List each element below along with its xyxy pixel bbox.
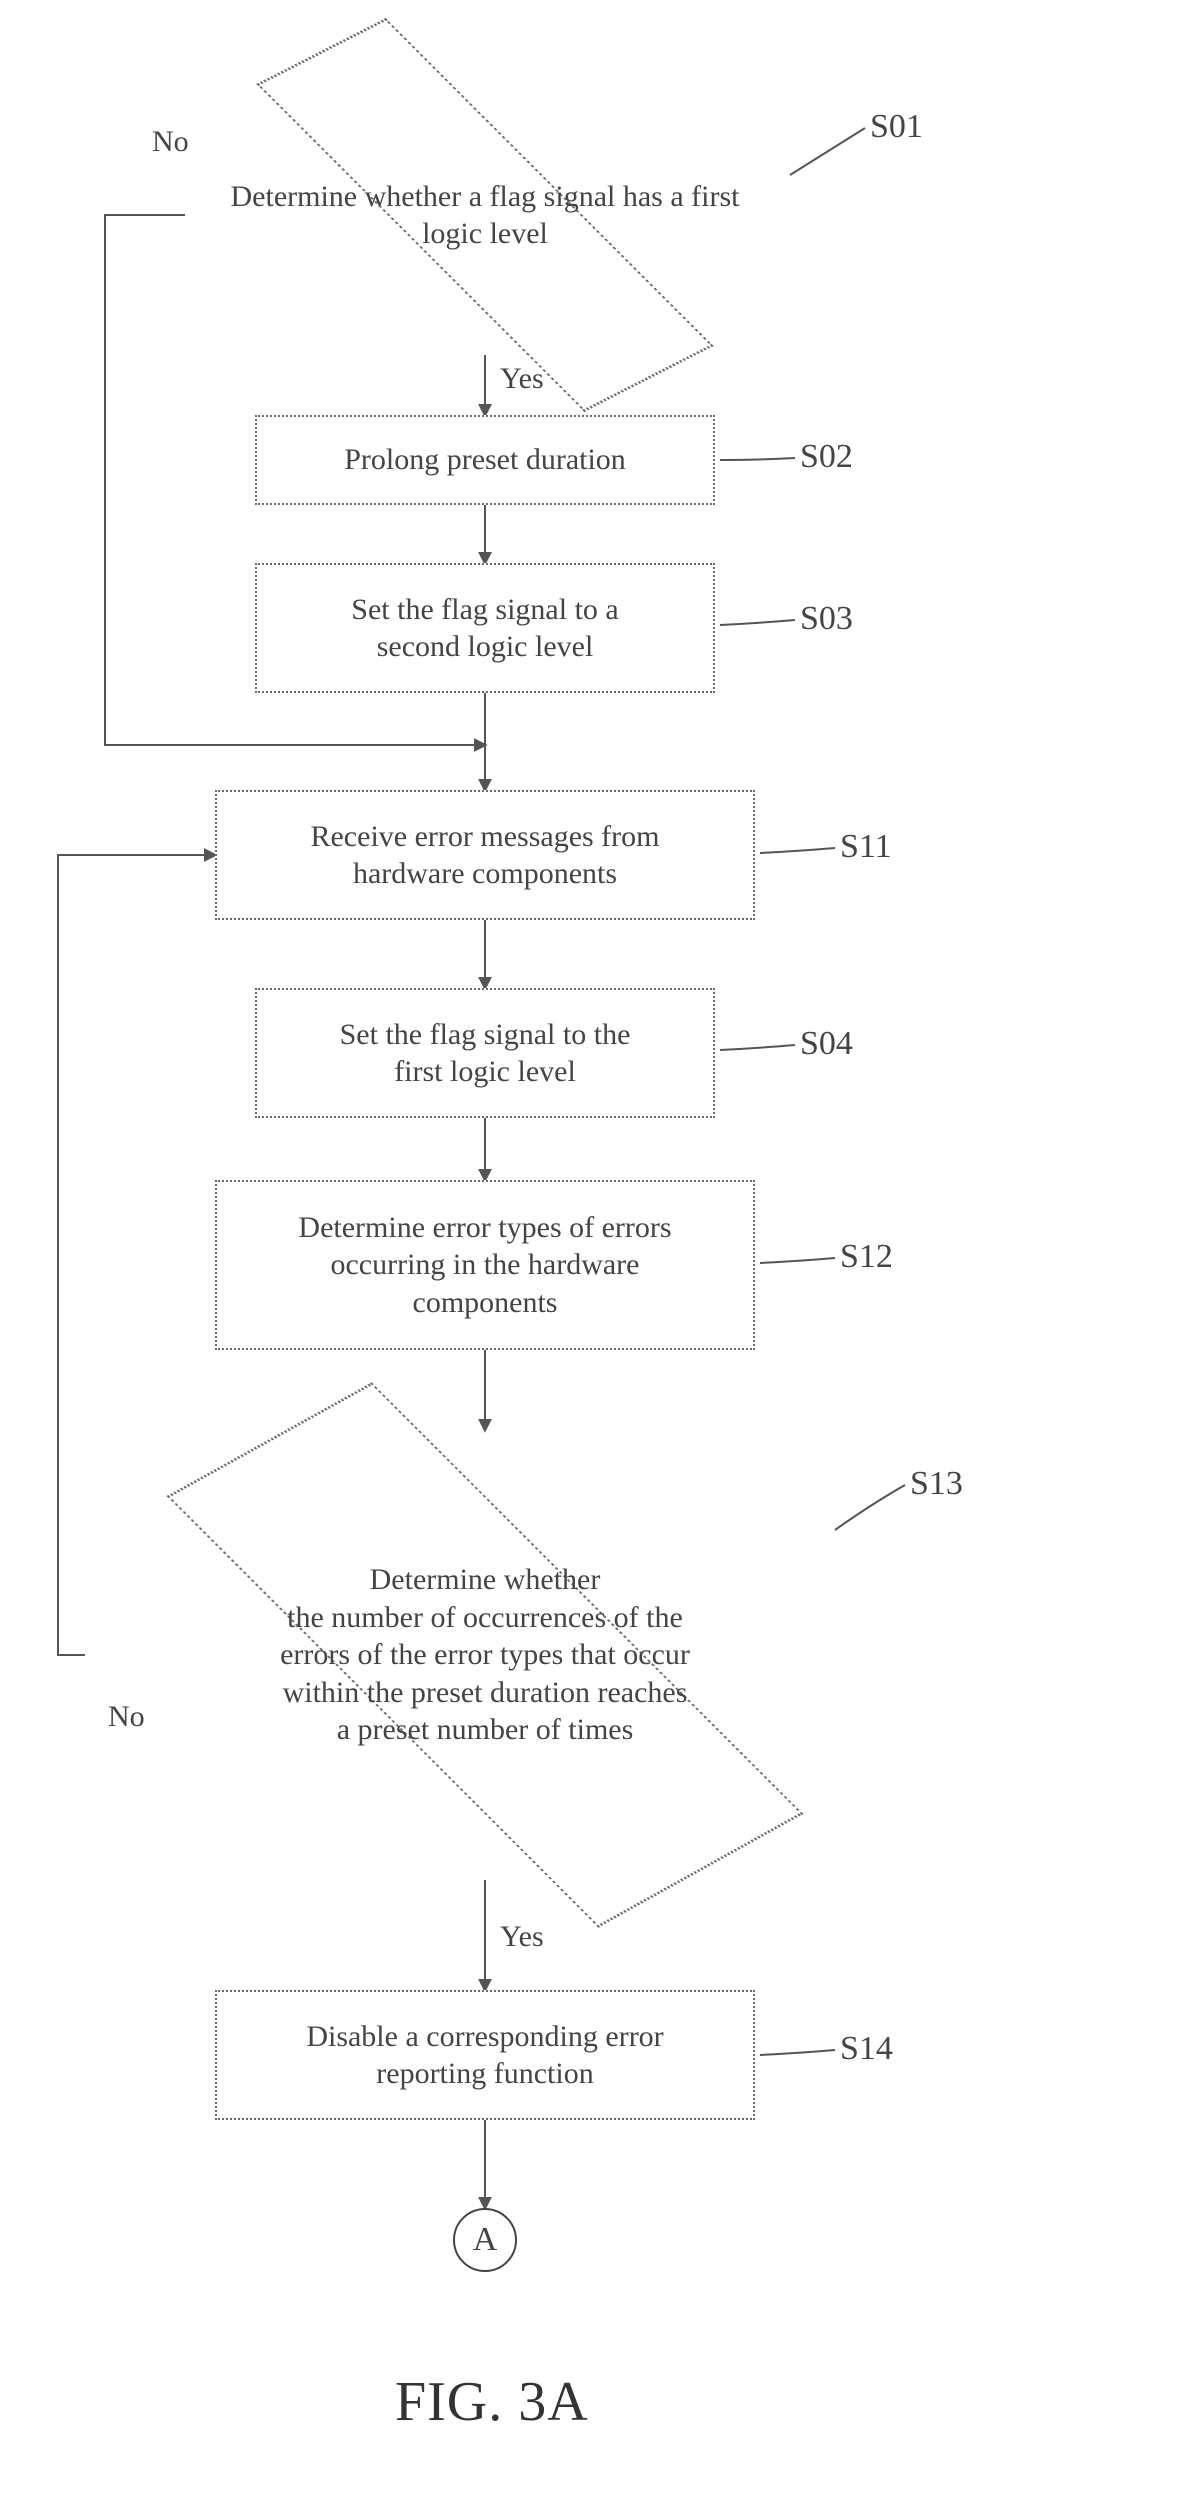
step-label-s03: S03 xyxy=(800,600,853,638)
edge-label-s13-yes: Yes xyxy=(500,1920,544,1954)
edge-label-s01-yes: Yes xyxy=(500,362,544,396)
step-label-s13: S13 xyxy=(910,1465,963,1503)
step-label-s01: S01 xyxy=(870,108,923,146)
node-s02-text: Prolong preset duration xyxy=(344,441,626,479)
step-label-s14: S14 xyxy=(840,2030,893,2068)
node-s11-text: Receive error messages from hardware com… xyxy=(310,818,659,893)
edge-label-s13-no: No xyxy=(108,1700,145,1734)
step-label-s02: S02 xyxy=(800,438,853,476)
node-s11: Receive error messages from hardware com… xyxy=(215,790,755,920)
node-s13-text: Determine whether the number of occurren… xyxy=(280,1561,690,1749)
node-s01: Determine whether a flag signal has a fi… xyxy=(185,75,785,355)
node-s12-text: Determine error types of errors occurrin… xyxy=(298,1209,671,1322)
node-s01-text: Determine whether a flag signal has a fi… xyxy=(197,178,773,253)
flowchart-canvas: Determine whether a flag signal has a fi… xyxy=(0,0,1190,2520)
step-label-s04: S04 xyxy=(800,1025,853,1063)
step-label-s12: S12 xyxy=(840,1238,893,1276)
node-s03-text: Set the flag signal to a second logic le… xyxy=(351,591,618,666)
figure-title: FIG. 3A xyxy=(395,2370,589,2434)
node-s03: Set the flag signal to a second logic le… xyxy=(255,563,715,693)
edge-label-s01-no: No xyxy=(152,125,189,159)
node-s04: Set the flag signal to the first logic l… xyxy=(255,988,715,1118)
node-s12: Determine error types of errors occurrin… xyxy=(215,1180,755,1350)
node-s14-text: Disable a corresponding error reporting … xyxy=(306,2018,663,2093)
node-s13: Determine whether the number of occurren… xyxy=(85,1430,885,1880)
step-label-s11: S11 xyxy=(840,828,892,866)
connector-a-label: A xyxy=(473,2221,498,2259)
node-s04-text: Set the flag signal to the first logic l… xyxy=(340,1016,631,1091)
node-s02: Prolong preset duration xyxy=(255,415,715,505)
connector-a: A xyxy=(453,2208,517,2272)
node-s14: Disable a corresponding error reporting … xyxy=(215,1990,755,2120)
